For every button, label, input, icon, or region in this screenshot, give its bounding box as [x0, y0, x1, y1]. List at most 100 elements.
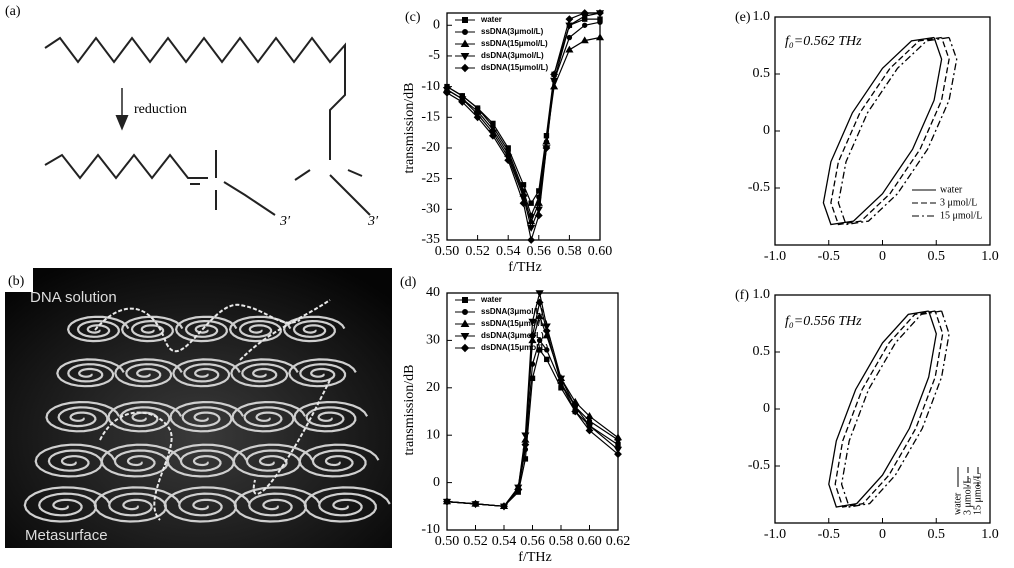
spiral — [163, 486, 251, 523]
y-tick-label: -10 — [421, 79, 440, 94]
molecule — [44, 36, 371, 216]
legend-label: dsDNA(15μmol/L) — [481, 63, 548, 72]
y-tick-label: 0 — [433, 475, 440, 490]
x-tick-label: -0.5 — [818, 249, 840, 264]
marker — [528, 331, 537, 340]
marker — [536, 347, 543, 353]
y-tick-label: -20 — [421, 140, 440, 155]
end-label: 3′ — [367, 214, 379, 229]
chart: (f) -1.0 -0.5 0 0.5 1.0 1.0 0.5 0 -0.5 f₀=0.556 TH… — [735, 287, 999, 542]
x-tick-label: -1.0 — [764, 249, 786, 264]
marker — [534, 211, 543, 220]
series-line — [830, 36, 950, 226]
marker — [535, 298, 544, 307]
marker — [597, 19, 603, 25]
marker — [580, 36, 589, 44]
x-tick-label: 0.50 — [435, 534, 460, 549]
x-tick-label: 0.50 — [435, 244, 460, 259]
marker — [534, 206, 543, 214]
spiral — [230, 358, 299, 388]
spiral — [100, 443, 182, 478]
marker — [595, 33, 605, 41]
metasurface — [23, 315, 391, 523]
spiral — [282, 315, 346, 343]
end-label: 3′ — [279, 214, 291, 229]
legend-label: ssDNA(3μmol/L) — [481, 27, 544, 36]
spiral — [172, 358, 241, 388]
image-caption: DNA solution — [30, 289, 117, 306]
panel-label: (a) — [5, 4, 21, 19]
marker — [613, 446, 623, 454]
marker — [580, 9, 589, 17]
spiral — [288, 358, 357, 388]
x-tick-label: -1.0 — [764, 527, 786, 542]
legend-label: ssDNA(3μmol/L) — [481, 307, 544, 316]
marker — [460, 343, 470, 353]
marker — [614, 450, 622, 459]
x-tick-label: 0.54 — [492, 534, 517, 549]
spiral — [45, 400, 121, 433]
marker — [536, 337, 543, 344]
series-line — [828, 310, 937, 508]
spiral — [169, 400, 245, 433]
x-tick-label: 0.58 — [549, 534, 574, 549]
legend-label: dsDNA(3μmol/L) — [481, 331, 544, 340]
marker — [504, 156, 513, 165]
spiral — [120, 315, 184, 343]
marker — [557, 379, 565, 387]
marker — [585, 423, 594, 430]
legend-label: dsDNA(3μmol/L) — [481, 51, 544, 60]
y-axis-label: transmission/dB — [402, 82, 417, 173]
marker — [586, 418, 593, 424]
series-line — [446, 302, 619, 507]
panel-label: (c) — [405, 10, 421, 25]
x-tick-label: 0 — [879, 249, 886, 264]
x-tick-label: 0.62 — [606, 534, 631, 549]
series-line — [840, 310, 950, 508]
arrow-label: reduction — [134, 102, 187, 117]
marker — [443, 88, 451, 97]
legend-label: water — [480, 15, 502, 24]
marker — [473, 113, 482, 122]
y-tick-label: 1.0 — [753, 287, 771, 302]
marker — [527, 225, 536, 232]
marker — [582, 22, 588, 28]
marker — [566, 34, 573, 41]
y-tick-label: 0 — [433, 17, 440, 32]
series-line — [822, 36, 943, 226]
y-tick-label: -0.5 — [748, 458, 770, 473]
x-tick-label: 0.56 — [527, 244, 552, 259]
x-tick-label: 0.60 — [577, 534, 602, 549]
marker — [462, 29, 468, 35]
y-tick-label: 20 — [426, 380, 440, 395]
marker — [528, 200, 534, 206]
marker — [565, 15, 574, 24]
marker — [514, 485, 523, 494]
x-axis-label: f/THz — [508, 260, 541, 275]
marker — [458, 98, 467, 106]
marker — [460, 39, 470, 47]
panel-label: (d) — [400, 275, 417, 290]
marker — [460, 53, 470, 61]
marker — [542, 144, 551, 152]
x-tick-label: 0 — [879, 527, 886, 542]
x-tick-label: 1.0 — [981, 249, 999, 264]
legend-label: 3 μmol/L — [940, 197, 977, 208]
spiral — [174, 315, 238, 343]
marker — [613, 433, 623, 441]
x-tick-label: -0.5 — [818, 527, 840, 542]
annotation: f₀=0.562 THz — [785, 34, 862, 49]
marker — [521, 432, 530, 440]
legend-label: ssDNA(15μmol/L) — [481, 39, 548, 48]
plot-frame — [446, 12, 601, 241]
marker — [500, 502, 508, 511]
y-tick-label: -10 — [421, 522, 440, 537]
marker — [521, 440, 530, 449]
spiral — [293, 400, 369, 433]
marker — [460, 333, 470, 341]
marker — [565, 45, 574, 53]
marker — [596, 9, 604, 17]
marker — [585, 426, 594, 435]
marker — [462, 297, 468, 303]
